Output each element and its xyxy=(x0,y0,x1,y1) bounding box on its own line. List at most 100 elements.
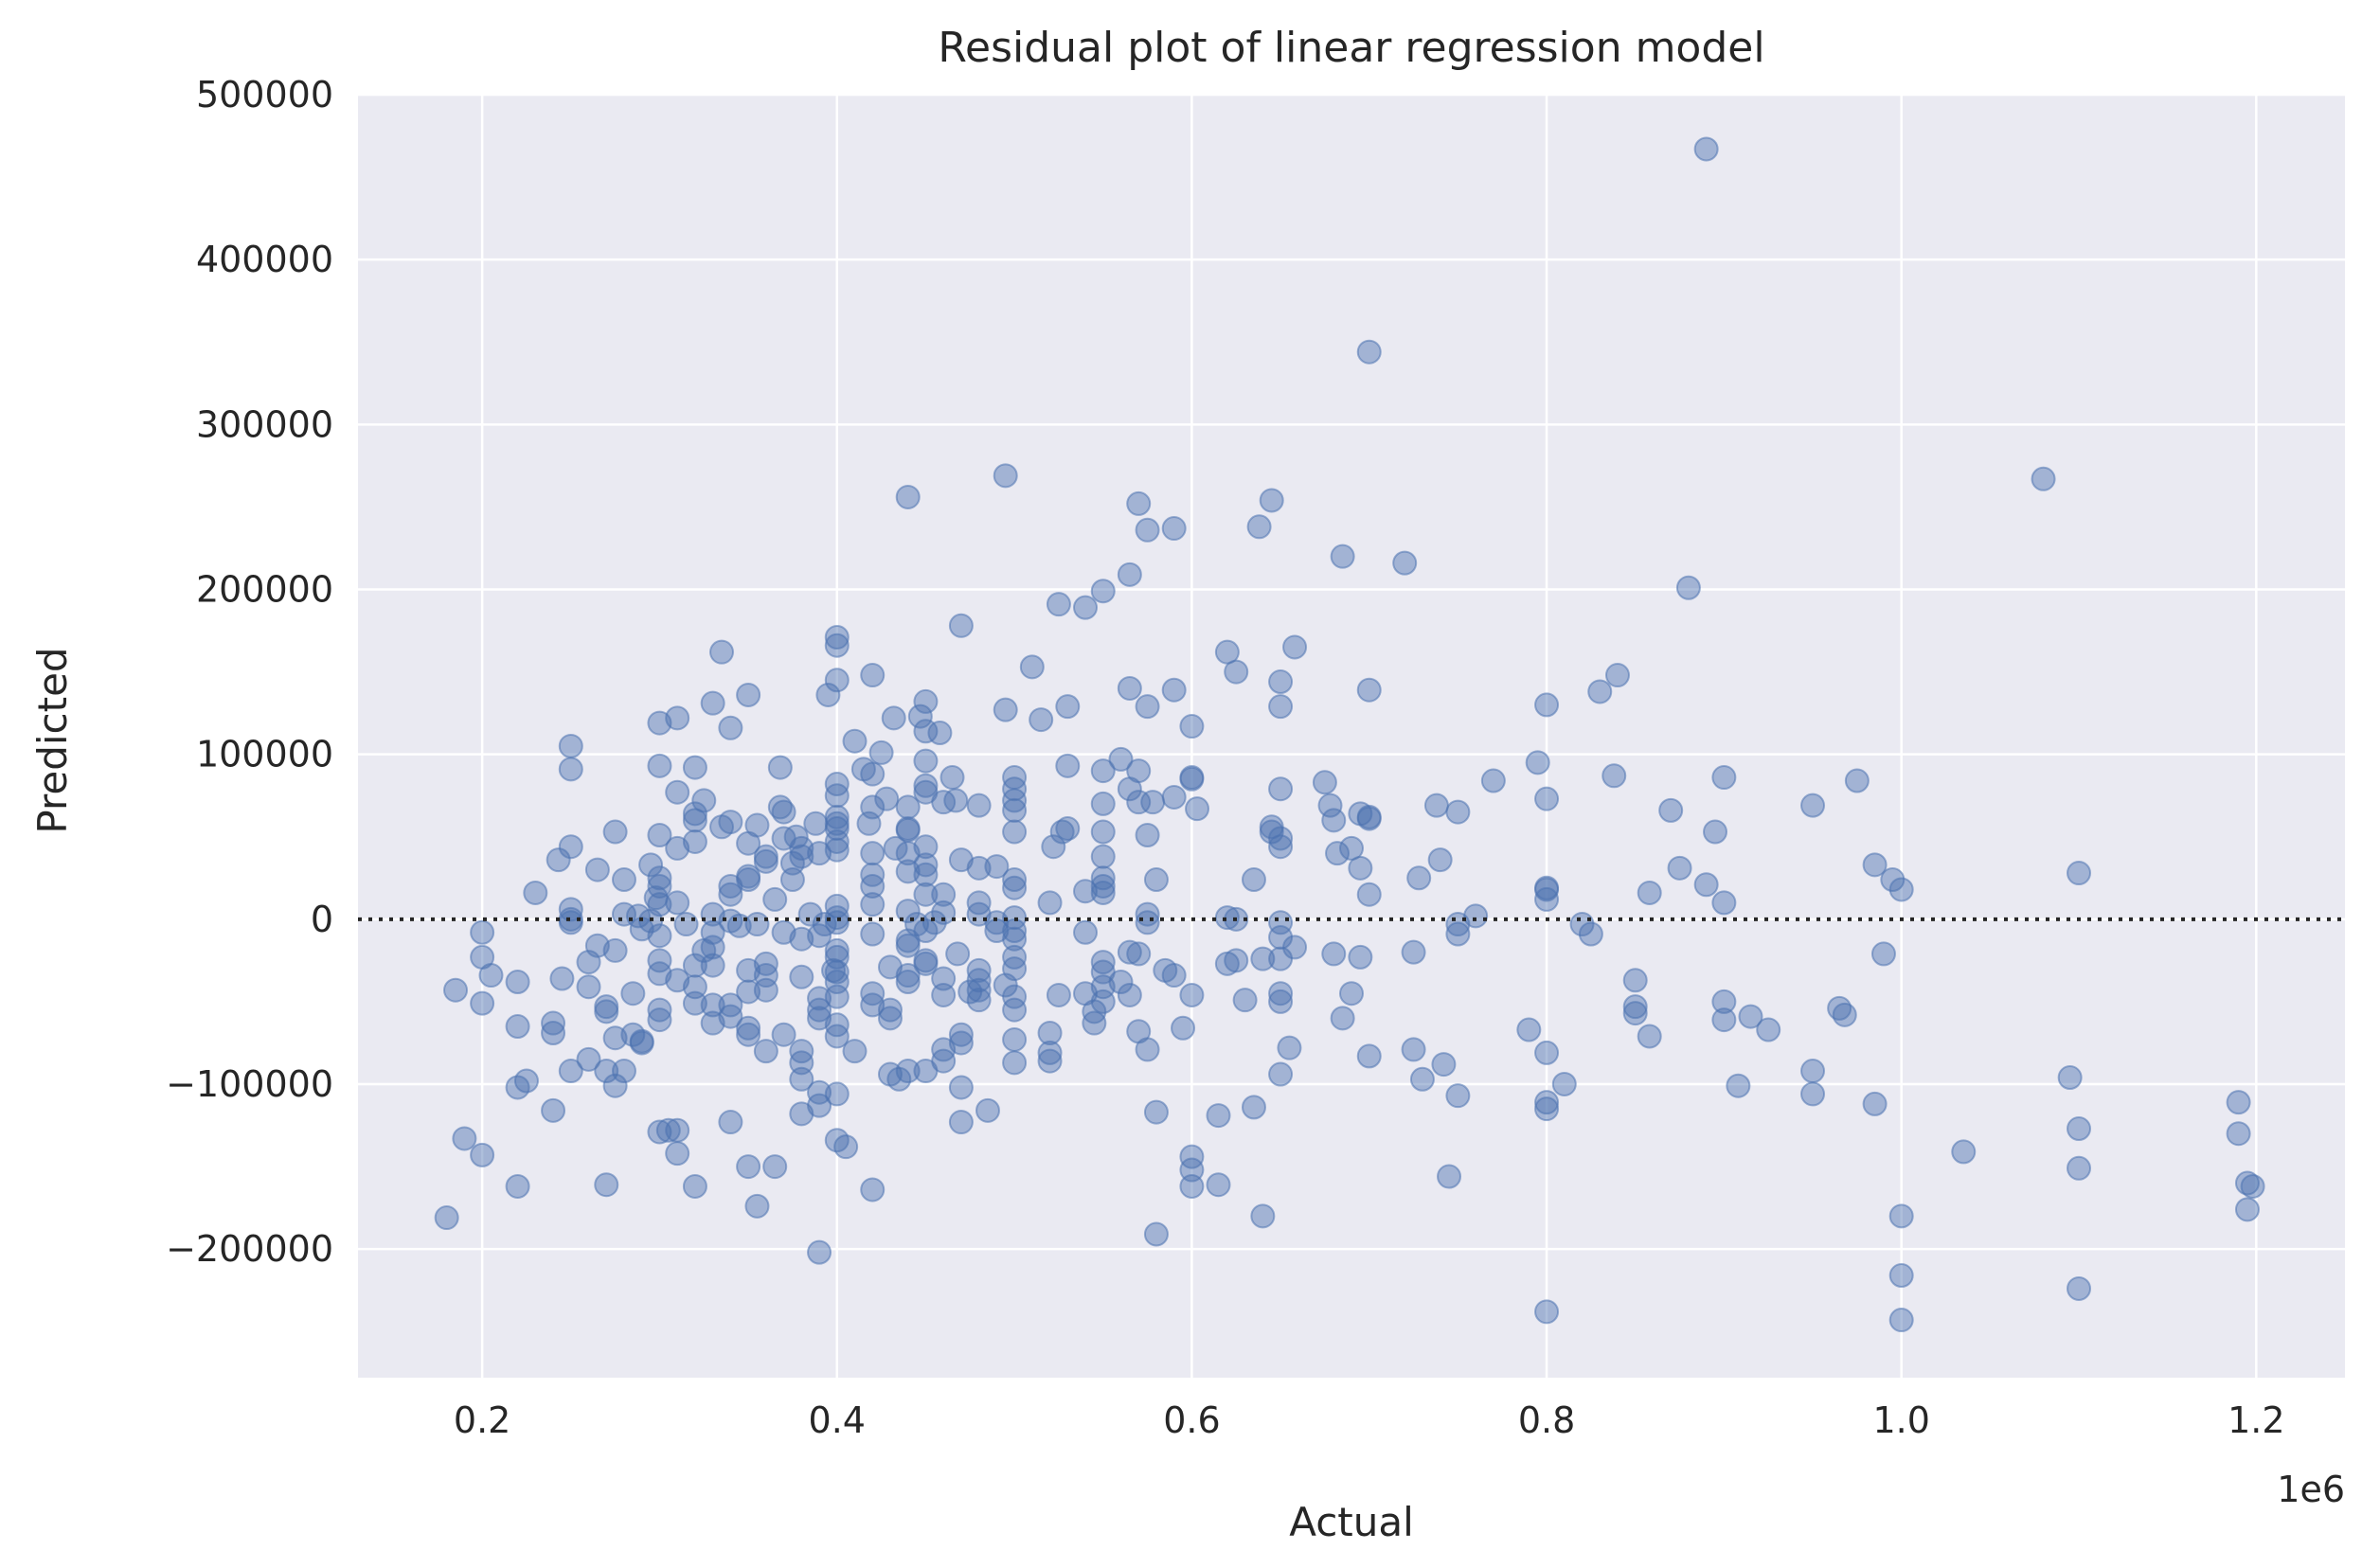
data-point xyxy=(647,948,672,973)
data-point xyxy=(505,970,530,995)
data-point xyxy=(771,1022,796,1047)
data-point xyxy=(1534,877,1560,902)
data-point xyxy=(1516,1017,1542,1042)
data-point xyxy=(1406,865,1432,891)
data-point xyxy=(736,1015,761,1041)
data-point xyxy=(1161,677,1187,703)
data-point xyxy=(1693,136,1719,162)
data-point xyxy=(1738,1004,1763,1029)
data-point xyxy=(1259,488,1284,513)
data-point xyxy=(824,837,850,863)
data-point xyxy=(2057,1065,2083,1091)
data-point xyxy=(939,765,965,791)
data-point xyxy=(931,982,957,1007)
data-point xyxy=(1888,1308,1914,1333)
data-point xyxy=(1171,1015,1196,1041)
data-point xyxy=(1117,675,1142,701)
data-point xyxy=(1330,543,1355,569)
data-point xyxy=(611,1059,636,1084)
data-point xyxy=(1622,994,1648,1020)
data-point xyxy=(700,953,725,978)
data-point xyxy=(1073,595,1099,620)
data-point xyxy=(1179,766,1205,792)
data-point xyxy=(478,963,504,989)
data-point xyxy=(1862,1091,1888,1116)
data-point xyxy=(584,857,610,882)
data-point xyxy=(1480,768,1506,793)
data-point xyxy=(1185,796,1210,822)
data-point xyxy=(1161,963,1187,989)
data-point xyxy=(1604,663,1630,688)
data-point xyxy=(647,1119,672,1145)
data-point xyxy=(895,1059,921,1084)
data-point xyxy=(931,900,957,925)
data-point xyxy=(1161,516,1187,542)
x-axis-ticks: 0.2 0.4 0.6 0.8 1.0 1.2 xyxy=(454,1399,2285,1441)
data-point xyxy=(1870,941,1896,967)
data-point xyxy=(1002,997,1028,1023)
data-point xyxy=(753,977,778,1003)
data-point xyxy=(718,715,743,740)
data-point xyxy=(549,966,575,991)
data-point xyxy=(1126,941,1152,967)
data-point xyxy=(913,852,939,878)
data-point xyxy=(1551,1071,1577,1096)
data-point xyxy=(842,1039,868,1064)
data-point xyxy=(1179,982,1205,1007)
data-point xyxy=(1401,1037,1426,1062)
data-point xyxy=(1090,791,1116,816)
data-point xyxy=(948,847,974,873)
data-point xyxy=(833,1134,859,1160)
data-point xyxy=(744,1193,770,1219)
data-point xyxy=(771,799,796,825)
data-point xyxy=(1117,982,1142,1007)
data-point xyxy=(1090,989,1116,1014)
data-point xyxy=(1268,776,1294,802)
data-point xyxy=(1002,1026,1028,1052)
data-point xyxy=(877,997,903,1023)
data-point xyxy=(948,1022,974,1047)
data-point xyxy=(594,1172,619,1198)
data-point xyxy=(1330,1006,1355,1031)
x-tick-label: 0.6 xyxy=(1163,1399,1220,1441)
data-point xyxy=(1179,714,1205,739)
data-point xyxy=(860,921,886,947)
plot-area xyxy=(358,95,2345,1378)
data-point xyxy=(1002,984,1028,1009)
data-point xyxy=(1321,808,1347,833)
data-point xyxy=(1356,882,1382,907)
data-point xyxy=(647,1007,672,1033)
data-point xyxy=(718,882,743,907)
x-tick-label: 0.2 xyxy=(454,1399,510,1441)
data-point xyxy=(443,977,469,1003)
data-point xyxy=(783,824,809,849)
data-point xyxy=(647,997,672,1023)
data-point xyxy=(700,935,725,960)
data-point xyxy=(744,912,770,937)
data-point xyxy=(1525,750,1550,775)
data-point xyxy=(647,873,672,899)
data-point xyxy=(1002,797,1028,823)
data-point xyxy=(931,790,957,815)
data-point xyxy=(1348,944,1373,970)
data-point xyxy=(860,761,886,787)
data-point xyxy=(895,484,921,509)
data-point xyxy=(767,755,793,780)
data-point xyxy=(452,1126,477,1151)
data-point xyxy=(842,728,868,754)
data-point xyxy=(1002,788,1028,813)
data-point xyxy=(868,739,894,765)
data-point xyxy=(1726,1073,1751,1098)
data-point xyxy=(948,1030,974,1056)
data-point xyxy=(682,1173,707,1199)
data-point xyxy=(558,910,583,935)
data-point xyxy=(1711,989,1737,1014)
data-point xyxy=(824,633,850,658)
data-point xyxy=(629,1030,654,1056)
data-point xyxy=(682,829,707,854)
data-point xyxy=(824,783,850,809)
data-point xyxy=(1179,1173,1205,1199)
data-point xyxy=(824,625,850,650)
data-point xyxy=(1534,1090,1560,1115)
data-point xyxy=(1126,790,1152,815)
